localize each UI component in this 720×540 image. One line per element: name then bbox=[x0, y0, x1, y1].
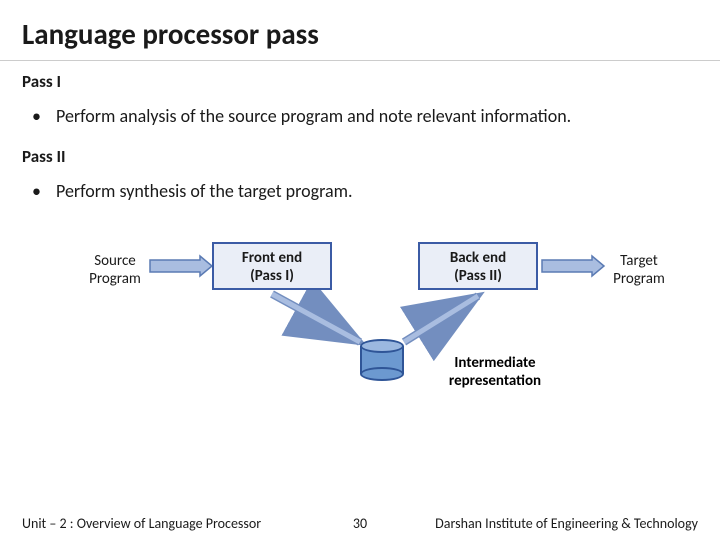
front-line1: Front end bbox=[242, 249, 302, 267]
flow-diagram: Source Program Front end (Pass I) Back e… bbox=[0, 224, 720, 424]
pass2-heading: Pass II bbox=[0, 136, 720, 171]
source-line2: Program bbox=[89, 270, 141, 288]
arrow-ir-to-back-fill bbox=[404, 296, 478, 342]
page-number: 30 bbox=[353, 515, 367, 532]
arrow-back-to-target bbox=[542, 256, 604, 276]
ir-line2: representation bbox=[449, 372, 541, 390]
target-line1: Target bbox=[620, 252, 658, 270]
pass1-bullet-text: Perform analysis of the source program a… bbox=[56, 104, 571, 128]
back-line1: Back end bbox=[450, 249, 506, 267]
arrow-front-to-ir bbox=[272, 294, 360, 342]
target-program-label: Target Program bbox=[604, 252, 674, 288]
source-line1: Source bbox=[94, 252, 136, 270]
pass2-bullet-text: Perform synthesis of the target program. bbox=[56, 179, 353, 203]
slide-title: Language processor pass bbox=[0, 0, 720, 61]
bullet-icon: • bbox=[32, 179, 56, 203]
back-line2: (Pass II) bbox=[454, 267, 502, 285]
pass1-heading: Pass I bbox=[0, 61, 720, 96]
ir-label: Intermediate representation bbox=[430, 354, 560, 390]
pass1-bullet-row: • Perform analysis of the source program… bbox=[0, 96, 720, 136]
footer-left: Unit – 2 : Overview of Language Processo… bbox=[22, 515, 261, 532]
arrow-front-to-ir-fill bbox=[272, 294, 360, 342]
arrow-ir-to-back bbox=[404, 296, 478, 342]
front-end-box: Front end (Pass I) bbox=[212, 242, 332, 290]
ir-line1: Intermediate bbox=[454, 354, 535, 372]
target-line2: Program bbox=[613, 270, 665, 288]
cylinder-bottom bbox=[360, 367, 404, 381]
ir-cylinder-icon bbox=[360, 339, 404, 379]
footer-right: Darshan Institute of Engineering & Techn… bbox=[435, 515, 698, 532]
source-program-label: Source Program bbox=[80, 252, 150, 288]
back-end-box: Back end (Pass II) bbox=[418, 242, 538, 290]
slide-footer: Unit – 2 : Overview of Language Processo… bbox=[0, 515, 720, 532]
bullet-icon: • bbox=[32, 104, 56, 128]
arrow-source-to-front bbox=[150, 256, 212, 276]
pass2-bullet-row: • Perform synthesis of the target progra… bbox=[0, 171, 720, 211]
front-line2: (Pass I) bbox=[250, 267, 294, 285]
cylinder-top bbox=[360, 339, 404, 353]
